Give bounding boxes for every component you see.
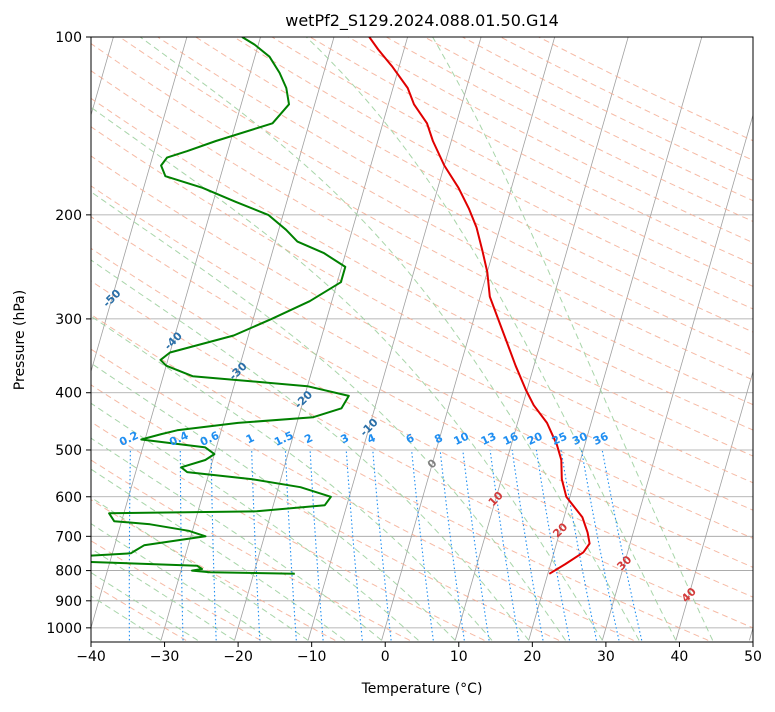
x-tick-label: 40 [671,649,689,665]
y-tick-label: 500 [55,443,82,459]
y-tick-label: 1000 [46,621,82,637]
y-tick-label: 600 [55,490,82,506]
y-axis-label: Pressure (hPa) [12,290,28,390]
y-tick-label: 300 [55,312,82,328]
y-tick-label: 100 [55,30,82,46]
x-tick-label: 0 [381,649,390,665]
x-tick-label: −30 [150,649,180,665]
x-axis-label: Temperature (°C) [361,681,483,697]
x-tick-label: 30 [597,649,615,665]
x-tick-label: 50 [744,649,762,665]
x-tick-label: −20 [223,649,253,665]
x-tick-label: −40 [76,649,106,665]
chart-title: wetPf2_S129.2024.088.01.50.G14 [285,11,559,31]
x-tick-label: −10 [297,649,327,665]
y-tick-label: 700 [55,529,82,545]
x-tick-label: 10 [450,649,468,665]
y-tick-label: 900 [55,594,82,610]
x-tick-label: 20 [523,649,541,665]
y-tick-label: 800 [55,564,82,580]
y-tick-label: 400 [55,386,82,402]
y-tick-label: 200 [55,208,82,224]
